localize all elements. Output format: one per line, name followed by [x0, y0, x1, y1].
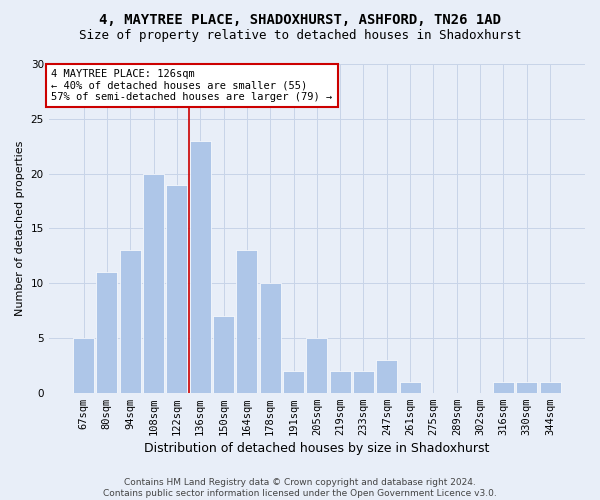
Bar [73, 338, 94, 392]
Bar [213, 316, 234, 392]
Bar [400, 382, 421, 392]
Bar [260, 283, 281, 393]
Bar [376, 360, 397, 392]
Bar [166, 184, 187, 392]
Bar [353, 371, 374, 392]
Text: 4, MAYTREE PLACE, SHADOXHURST, ASHFORD, TN26 1AD: 4, MAYTREE PLACE, SHADOXHURST, ASHFORD, … [99, 12, 501, 26]
Bar [307, 338, 328, 392]
Text: Size of property relative to detached houses in Shadoxhurst: Size of property relative to detached ho… [79, 29, 521, 42]
Bar [97, 272, 118, 392]
Bar [329, 371, 350, 392]
Bar [539, 382, 560, 392]
Bar [190, 140, 211, 392]
Bar [516, 382, 537, 392]
Bar [120, 250, 140, 392]
Y-axis label: Number of detached properties: Number of detached properties [15, 140, 25, 316]
Text: Contains HM Land Registry data © Crown copyright and database right 2024.
Contai: Contains HM Land Registry data © Crown c… [103, 478, 497, 498]
X-axis label: Distribution of detached houses by size in Shadoxhurst: Distribution of detached houses by size … [144, 442, 490, 455]
Bar [143, 174, 164, 392]
Bar [493, 382, 514, 392]
Bar [283, 371, 304, 392]
Bar [236, 250, 257, 392]
Text: 4 MAYTREE PLACE: 126sqm
← 40% of detached houses are smaller (55)
57% of semi-de: 4 MAYTREE PLACE: 126sqm ← 40% of detache… [52, 69, 332, 102]
